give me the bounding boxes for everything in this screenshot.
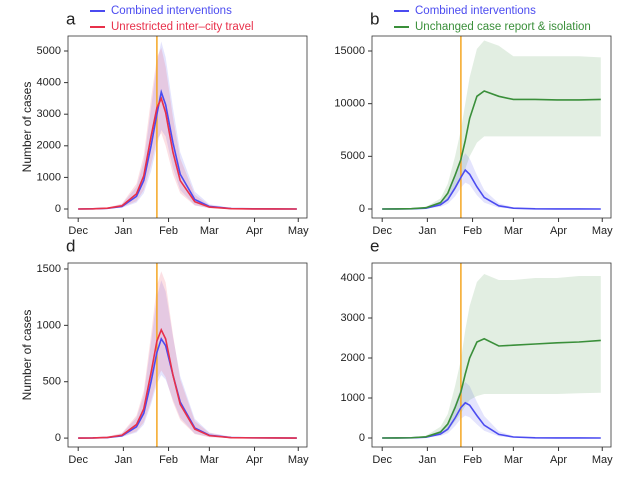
confidence-band <box>78 41 297 209</box>
panel-label: a <box>66 9 76 28</box>
x-tick-label: Mar <box>200 225 219 237</box>
confidence-band <box>382 40 601 209</box>
y-tick-label: 0 <box>55 432 61 444</box>
panel: a Number of cases 0 1000 2000 3000 4000 5000 Dec… <box>20 5 309 237</box>
panel-label: d <box>66 236 75 255</box>
confidence-band <box>382 153 601 209</box>
y-tick-label: 4000 <box>37 77 61 89</box>
x-tick-label: Apr <box>246 225 263 237</box>
x-tick-label: Apr <box>550 225 567 237</box>
confidence-band <box>78 271 297 439</box>
y-tick-label: 10000 <box>334 98 365 110</box>
x-tick-label: May <box>592 225 613 237</box>
x-tick-label: Dec <box>68 225 88 237</box>
legend-label: Combined interventions <box>415 5 536 17</box>
x-tick-label: Dec <box>68 454 88 466</box>
plot-frame <box>371 35 612 219</box>
y-tick-label: 2000 <box>341 352 365 364</box>
x-tick-label: Mar <box>504 454 523 466</box>
x-tick-label: Mar <box>200 454 219 466</box>
x-tick-label: Feb <box>159 454 178 466</box>
x-tick-label: May <box>592 454 613 466</box>
y-tick-label: 0 <box>359 432 365 444</box>
panel-label: b <box>370 9 379 28</box>
x-tick-label: Jan <box>419 225 437 237</box>
y-axis-label: Number of cases <box>20 82 34 173</box>
series-line <box>382 90 601 210</box>
panel: e 0 1000 2000 3000 4000 Dec Jan Feb Mar Apr May <box>341 236 614 465</box>
x-tick-label: May <box>288 454 309 466</box>
plot-frame <box>371 262 612 448</box>
x-tick-label: Feb <box>159 225 178 237</box>
y-axis-label: Number of cases <box>20 310 34 401</box>
y-tick-label: 5000 <box>37 45 61 57</box>
y-tick-label: 3000 <box>341 312 365 324</box>
y-tick-label: 0 <box>359 203 365 215</box>
x-tick-label: Jan <box>115 454 133 466</box>
confidence-band <box>78 47 297 209</box>
y-tick-label: 1000 <box>37 319 61 331</box>
x-tick-label: Apr <box>550 454 567 466</box>
y-tick-label: 0 <box>55 203 61 215</box>
x-tick-label: May <box>288 225 309 237</box>
series-line <box>78 96 297 210</box>
y-tick-label: 2000 <box>37 140 61 152</box>
series-line <box>382 337 601 439</box>
series-line <box>78 327 297 439</box>
y-tick-label: 500 <box>43 376 61 388</box>
x-tick-label: Dec <box>372 454 392 466</box>
x-tick-label: Mar <box>504 225 523 237</box>
y-tick-label: 4000 <box>341 272 365 284</box>
x-tick-label: Jan <box>419 454 437 466</box>
panel-label: e <box>370 236 379 255</box>
y-tick-label: 15000 <box>334 45 365 57</box>
legend-label: Unrestricted inter–city travel <box>111 21 254 33</box>
plot-frame <box>67 35 308 219</box>
y-tick-label: 1000 <box>341 392 365 404</box>
y-tick-label: 1500 <box>37 263 61 275</box>
confidence-band <box>382 382 601 438</box>
y-tick-label: 1000 <box>37 171 61 183</box>
legend-label: Combined interventions <box>111 5 232 17</box>
confidence-band <box>382 274 601 438</box>
x-tick-label: Jan <box>115 225 133 237</box>
plot-frame <box>67 262 308 448</box>
x-tick-label: Feb <box>463 225 482 237</box>
x-tick-label: Feb <box>463 454 482 466</box>
legend-label: Unchanged case report & isolation <box>415 21 591 33</box>
confidence-band <box>78 280 297 439</box>
y-tick-label: 3000 <box>37 108 61 120</box>
x-tick-label: Dec <box>372 225 392 237</box>
panel: d Number of cases 0 500 1000 1500 Dec Jan Feb Mar… <box>20 236 309 465</box>
x-tick-label: Apr <box>246 454 263 466</box>
panel: b 0 5000 10000 15000 Dec Jan Feb Mar Apr May Combin… <box>334 5 613 237</box>
y-tick-label: 5000 <box>341 150 365 162</box>
